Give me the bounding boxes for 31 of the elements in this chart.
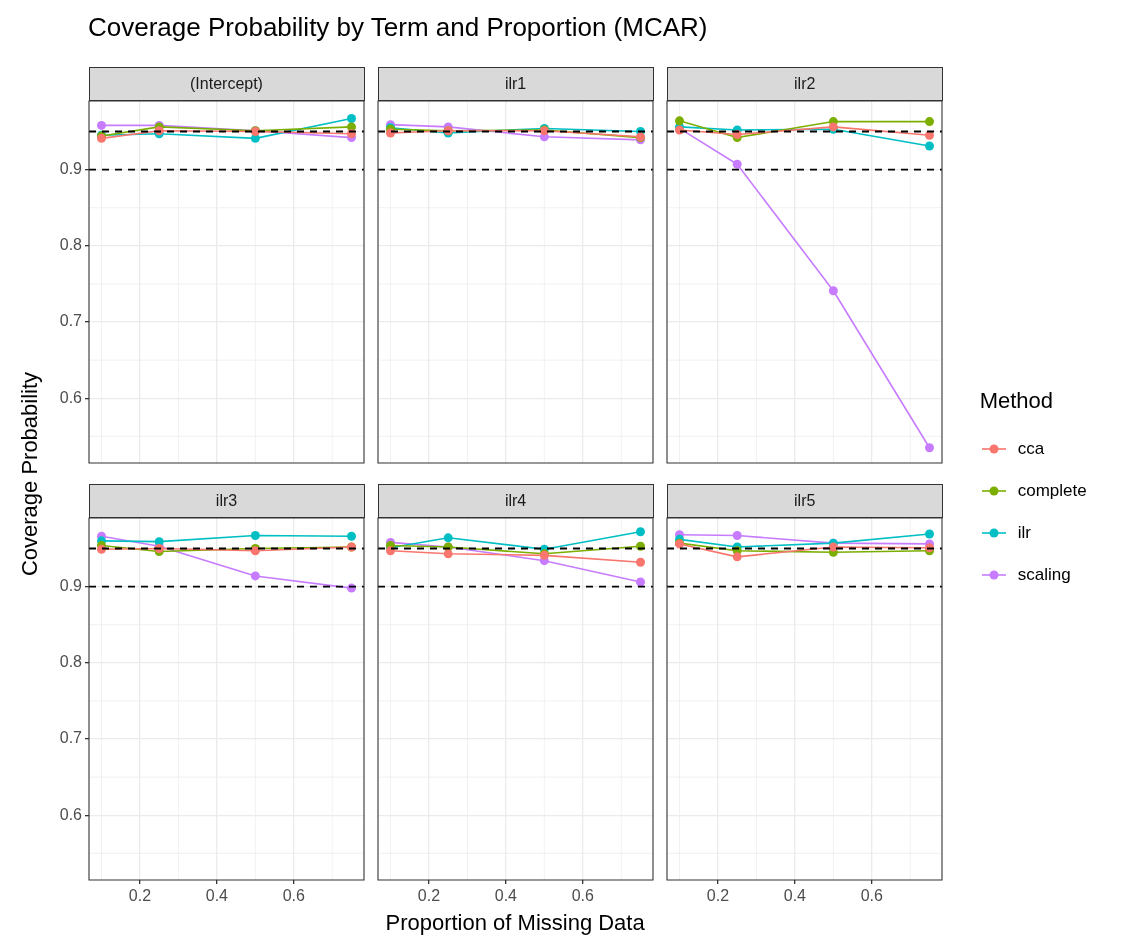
legend-label: cca (1017, 439, 1045, 459)
chart-title: ilr4 (377, 484, 654, 518)
legend-label: scaling (1017, 565, 1071, 585)
legend-label: complete (1017, 481, 1087, 501)
y-tick-label: 0.7 (59, 312, 82, 330)
x-tick-label: 0.4 (783, 887, 806, 905)
x-tick-label: 0.2 (128, 887, 151, 905)
chart-title: ilr5 (666, 484, 943, 518)
y-tick-label: 0.6 (59, 388, 82, 406)
y-tick-label: 0.8 (59, 236, 82, 254)
x-axis-title: Proportion of Missing Data (385, 910, 645, 936)
chart-title: ilr3 (88, 484, 365, 518)
y-tick-label: 0.9 (59, 160, 82, 177)
chart-title: ilr2 (666, 67, 943, 101)
legend-label: ilr (1017, 523, 1031, 543)
chart-title: ilr1 (377, 67, 654, 101)
chart-title: (Intercept) (88, 67, 365, 101)
x-tick-label: 0.2 (706, 887, 729, 905)
x-tick-label: 0.6 (282, 887, 305, 905)
x-tick-label: 0.2 (417, 887, 440, 905)
x-tick-label: 0.6 (571, 887, 594, 905)
legend-title: Method (979, 388, 1055, 414)
y-tick-label: 0.8 (59, 653, 82, 671)
x-tick-label: 0.6 (860, 887, 883, 905)
x-tick-label: 0.4 (494, 887, 517, 905)
y-tick-label: 0.9 (59, 577, 82, 594)
text: Coverage Probability by Term and Proportion (MCAR) (88, 12, 708, 43)
y-tick-label: 0.7 (59, 729, 82, 747)
y-axis-title: Coverage Probability (17, 371, 43, 576)
y-tick-label: 0.6 (59, 805, 82, 823)
x-tick-label: 0.4 (205, 887, 228, 905)
